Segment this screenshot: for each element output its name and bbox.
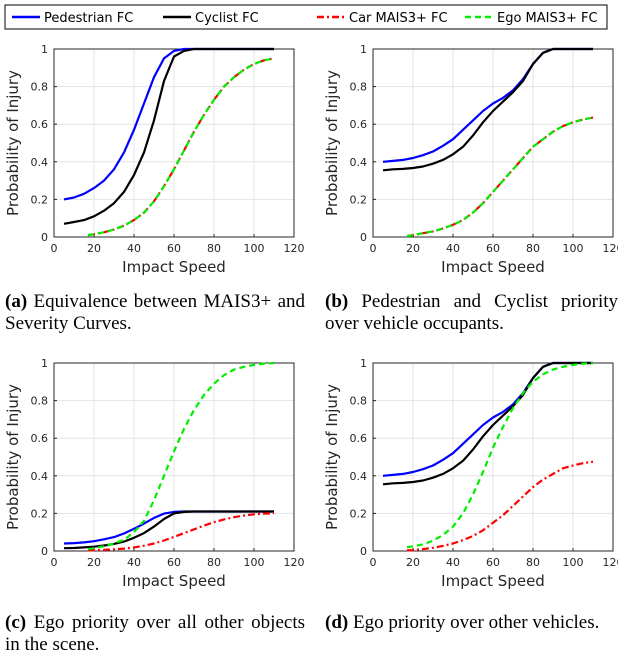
- caption-d-text: Ego priority over other vehicles.: [352, 612, 600, 633]
- y-tick-label: 1: [41, 357, 48, 370]
- caption-c-text: Ego priority over all other objects in t…: [5, 612, 305, 655]
- series-line-pedestrian-fc: [382, 361, 593, 477]
- y-tick-label: 0.6: [350, 118, 368, 131]
- x-tick-label: 120: [603, 242, 618, 255]
- series-line-ego-mais3-fc: [406, 116, 594, 238]
- caption-a-tag: (a): [5, 291, 28, 312]
- x-tick-label: 80: [526, 242, 540, 255]
- chart-panel-d: 0 20 40 60 80 100 120 0 0.2 0.4 0.6 0.8 1 Impact Spee…: [323, 357, 618, 590]
- x-tick-label: 40: [446, 556, 460, 569]
- y-axis-label: Probability of Injury: [323, 384, 341, 530]
- series-line-car-mais3-fc: [406, 460, 594, 552]
- y-tick-label: 0.8: [350, 395, 368, 408]
- y-tick-label: 0.2: [350, 193, 368, 206]
- caption-a-text: Equivalence between MAIS3+ and Severity …: [5, 291, 305, 334]
- y-tick-label: 0.4: [350, 470, 368, 483]
- x-tick-label: 80: [207, 556, 221, 569]
- series-line-ego-mais3-fc: [87, 361, 275, 551]
- y-tick-label: 0: [360, 231, 367, 244]
- y-axis-label: Probability of Injury: [323, 70, 341, 216]
- legend-label-2: Cyclist FC: [195, 11, 259, 26]
- caption-c: (c) Ego priority over all other objects …: [5, 612, 305, 656]
- x-tick-label: 120: [284, 556, 305, 569]
- legend-label-3: Car MAIS3+ FC: [349, 11, 448, 26]
- y-tick-label: 0.8: [350, 81, 368, 94]
- y-tick-label: 1: [41, 43, 48, 56]
- series-line-cyclist-fc: [63, 510, 274, 550]
- y-tick-label: 0.8: [31, 81, 49, 94]
- x-tick-label: 60: [167, 242, 181, 255]
- series-line-cyclist-fc: [382, 361, 593, 486]
- series-line-cyclist-fc: [63, 47, 274, 225]
- y-tick-label: 1: [360, 357, 367, 370]
- x-tick-label: 20: [406, 556, 420, 569]
- x-tick-label: 120: [603, 556, 618, 569]
- x-tick-label: 0: [370, 556, 377, 569]
- x-tick-label: 120: [284, 242, 305, 255]
- series-line-car-mais3-fc: [406, 116, 594, 238]
- y-tick-label: 0.2: [31, 507, 49, 520]
- y-tick-label: 0.6: [31, 432, 49, 445]
- series-line-car-mais3-fc: [87, 57, 275, 237]
- chart-panel-a: 0 20 40 60 80 100 120 0 0.2 0.4 0.6 0.8 1 Impact Spee…: [4, 43, 305, 276]
- x-tick-label: 0: [370, 242, 377, 255]
- caption-d: (d) Ego priority over other vehicles.: [325, 612, 618, 656]
- legend-label-1: Pedestrian FC: [44, 11, 133, 26]
- caption-d-tag: (d): [325, 612, 349, 633]
- series-line-car-mais3-fc: [87, 512, 275, 552]
- y-axis-label: Probability of Injury: [4, 384, 22, 530]
- y-tick-label: 0.6: [31, 118, 49, 131]
- legend-box: [4, 4, 608, 30]
- x-tick-label: 100: [244, 556, 265, 569]
- y-tick-label: 0.4: [31, 156, 49, 169]
- x-tick-label: 100: [563, 242, 584, 255]
- y-tick-label: 0: [41, 545, 48, 558]
- series-line-cyclist-fc: [382, 47, 593, 172]
- y-tick-label: 0.2: [350, 507, 368, 520]
- caption-b: (b) Pedestrian and Cyclist priority over…: [325, 291, 618, 335]
- chart-panel-b: 0 20 40 60 80 100 120 0 0.2 0.4 0.6 0.8 1 Impact Spee…: [323, 43, 618, 276]
- y-tick-label: 0.2: [31, 193, 49, 206]
- x-tick-label: 40: [127, 556, 141, 569]
- y-tick-label: 0.8: [31, 395, 49, 408]
- x-tick-label: 100: [563, 556, 584, 569]
- x-axis-label: Impact Speed: [122, 572, 226, 590]
- x-tick-label: 60: [486, 556, 500, 569]
- legend-label-4: Ego MAIS3+ FC: [497, 11, 598, 26]
- legend: Pedestrian FC Cyclist FC Car MAIS3+ FC Ego …: [4, 4, 608, 30]
- y-tick-label: 0: [360, 545, 367, 558]
- y-tick-label: 0: [41, 231, 48, 244]
- y-axis-label: Probability of Injury: [4, 70, 22, 216]
- series-line-ego-mais3-fc: [406, 361, 594, 549]
- x-tick-label: 40: [446, 242, 460, 255]
- x-tick-label: 20: [87, 556, 101, 569]
- chart-panel-c: 0 20 40 60 80 100 120 0 0.2 0.4 0.6 0.8 1 Impact Spee…: [4, 357, 305, 590]
- caption-a: (a) Equivalence between MAIS3+ and Sever…: [5, 291, 305, 335]
- x-tick-label: 80: [207, 242, 221, 255]
- series-line-pedestrian-fc: [382, 47, 593, 163]
- x-axis-label: Impact Speed: [441, 258, 545, 276]
- x-axis-label: Impact Speed: [441, 572, 545, 590]
- caption-c-tag: (c): [5, 612, 27, 633]
- caption-b-tag: (b): [325, 291, 349, 312]
- x-tick-label: 0: [51, 556, 58, 569]
- x-tick-label: 20: [406, 242, 420, 255]
- caption-b-text: Pedestrian and Cyclist priority over veh…: [325, 291, 618, 334]
- x-tick-label: 80: [526, 556, 540, 569]
- y-tick-label: 1: [360, 43, 367, 56]
- x-tick-label: 40: [127, 242, 141, 255]
- series-line-ego-mais3-fc: [87, 57, 275, 237]
- x-tick-label: 60: [486, 242, 500, 255]
- x-tick-label: 20: [87, 242, 101, 255]
- y-tick-label: 0.4: [350, 156, 368, 169]
- x-tick-label: 0: [51, 242, 58, 255]
- x-axis-label: Impact Speed: [122, 258, 226, 276]
- x-tick-label: 60: [167, 556, 181, 569]
- y-tick-label: 0.4: [31, 470, 49, 483]
- y-tick-label: 0.6: [350, 432, 368, 445]
- x-tick-label: 100: [244, 242, 265, 255]
